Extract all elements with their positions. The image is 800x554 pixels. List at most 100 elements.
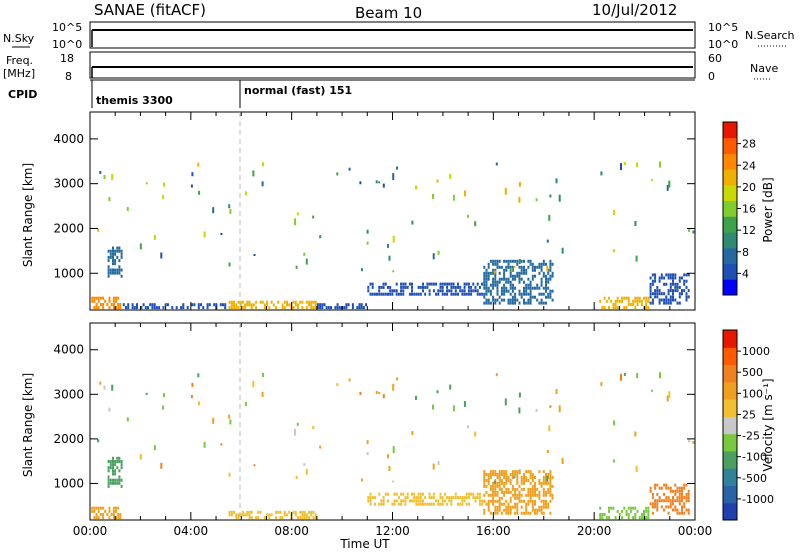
data-cell (142, 303, 145, 307)
data-cell (492, 473, 495, 476)
data-cell (272, 303, 275, 307)
data-cell (681, 499, 683, 503)
data-cell (681, 289, 683, 293)
data-cell (476, 289, 479, 293)
data-cell (116, 249, 119, 253)
data-cell (536, 493, 539, 497)
data-cell (542, 292, 545, 296)
data-cell (514, 259, 517, 263)
data-cell (634, 296, 637, 300)
data-cell (107, 255, 110, 259)
data-cell (321, 306, 324, 310)
data-cell (481, 282, 484, 286)
data-cell (623, 506, 626, 510)
data-cell (527, 292, 530, 296)
data-cell (503, 271, 506, 275)
data-cell (658, 496, 661, 500)
data-cell (549, 259, 552, 263)
data-cell (500, 286, 503, 290)
data-cell (356, 306, 359, 310)
data-cell (525, 470, 528, 474)
data-cell (549, 490, 552, 494)
data-cell (422, 282, 424, 286)
data-cell (509, 505, 512, 509)
data-cell (507, 277, 510, 281)
data-cell (681, 292, 683, 296)
data-cell (520, 259, 523, 263)
data-cell (511, 283, 514, 287)
data-cell (511, 289, 514, 293)
data-cell (492, 259, 495, 263)
data-cell (549, 487, 552, 491)
data-cell (303, 516, 306, 520)
data-cell (422, 289, 424, 293)
data-cell (621, 296, 624, 300)
data-cell (228, 300, 231, 304)
data-cell (495, 162, 498, 166)
data-cell (312, 510, 315, 514)
data-cell (404, 285, 407, 289)
data-cell (625, 306, 628, 310)
data-cell (413, 492, 416, 496)
ytick-label: 3000 (53, 177, 84, 191)
data-cell (489, 499, 492, 503)
data-cell (426, 282, 429, 286)
data-cell (538, 481, 541, 485)
data-cell (538, 490, 541, 494)
data-cell (485, 479, 488, 482)
data-cell (494, 493, 497, 497)
data-cell (520, 481, 523, 485)
colorbar-tick-label: 20 (742, 181, 756, 194)
data-cell (312, 516, 315, 520)
data-cell (509, 271, 512, 275)
data-cell (549, 405, 552, 409)
data-cell (230, 300, 233, 304)
data-cell (406, 496, 409, 500)
data-cell (640, 299, 643, 303)
data-cell (387, 243, 389, 248)
data-cell (435, 499, 438, 503)
data-cell (489, 271, 492, 275)
data-cell (547, 505, 550, 509)
data-cell (551, 484, 554, 488)
data-cell (119, 306, 122, 310)
data-cell (99, 296, 102, 300)
data-cell (672, 276, 674, 280)
data-cell (659, 372, 661, 379)
data-cell (432, 496, 435, 500)
data-cell (547, 295, 550, 299)
data-cell (323, 303, 326, 307)
data-cell (496, 259, 499, 263)
data-cell (500, 292, 503, 296)
data-cell (297, 516, 299, 520)
data-cell (520, 505, 523, 509)
data-cell (636, 162, 639, 168)
data-cell (489, 289, 492, 293)
data-cell (345, 306, 348, 310)
data-cell (283, 306, 286, 310)
data-cell (485, 283, 488, 287)
data-cell (155, 306, 158, 310)
data-cell (95, 296, 98, 300)
data-cell (270, 300, 273, 304)
nsky-tick-bottom: 10^0 (52, 38, 82, 51)
data-cell (107, 481, 110, 485)
data-cell (496, 292, 499, 296)
data-cell (678, 492, 681, 496)
data-cell (485, 277, 488, 281)
data-cell (404, 496, 407, 500)
data-cell (277, 510, 280, 514)
data-cell (114, 463, 117, 467)
data-cell (498, 502, 501, 506)
data-cell (472, 282, 475, 286)
data-cell (667, 499, 670, 503)
data-cell (448, 289, 451, 293)
data-cell (261, 181, 264, 187)
data-cell (492, 487, 495, 491)
data-cell (366, 440, 369, 445)
data-cell (494, 473, 497, 476)
data-cell (511, 493, 514, 497)
data-cell (487, 508, 490, 512)
data-cell (228, 510, 231, 514)
data-cell (316, 303, 319, 307)
